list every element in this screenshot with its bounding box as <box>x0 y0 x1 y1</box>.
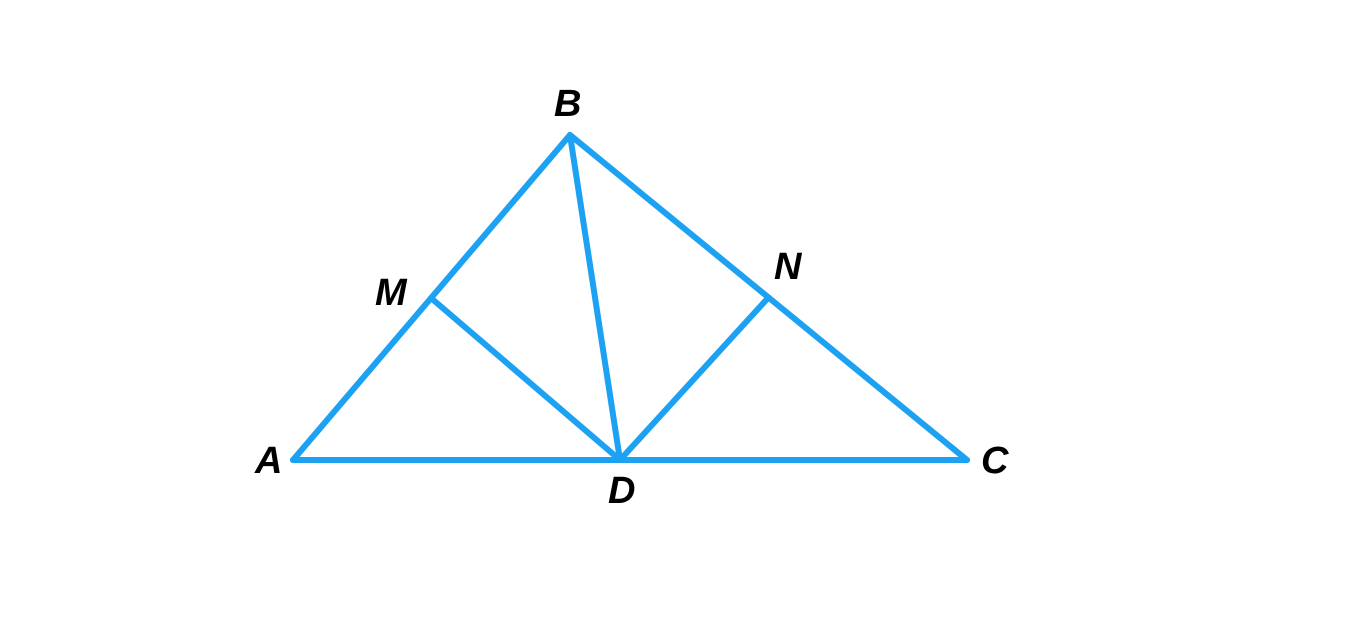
edge-B-D <box>570 135 620 460</box>
edge-N-D <box>620 298 768 460</box>
label-N: N <box>774 246 801 289</box>
label-D: D <box>608 470 635 513</box>
label-M: M <box>375 272 407 315</box>
label-C: C <box>981 440 1008 483</box>
diagram-canvas: A B C D M N <box>0 0 1350 640</box>
edge-M-D <box>431 298 620 460</box>
geometry-svg <box>0 0 1350 640</box>
label-A: A <box>255 440 282 483</box>
label-B: B <box>554 83 581 126</box>
